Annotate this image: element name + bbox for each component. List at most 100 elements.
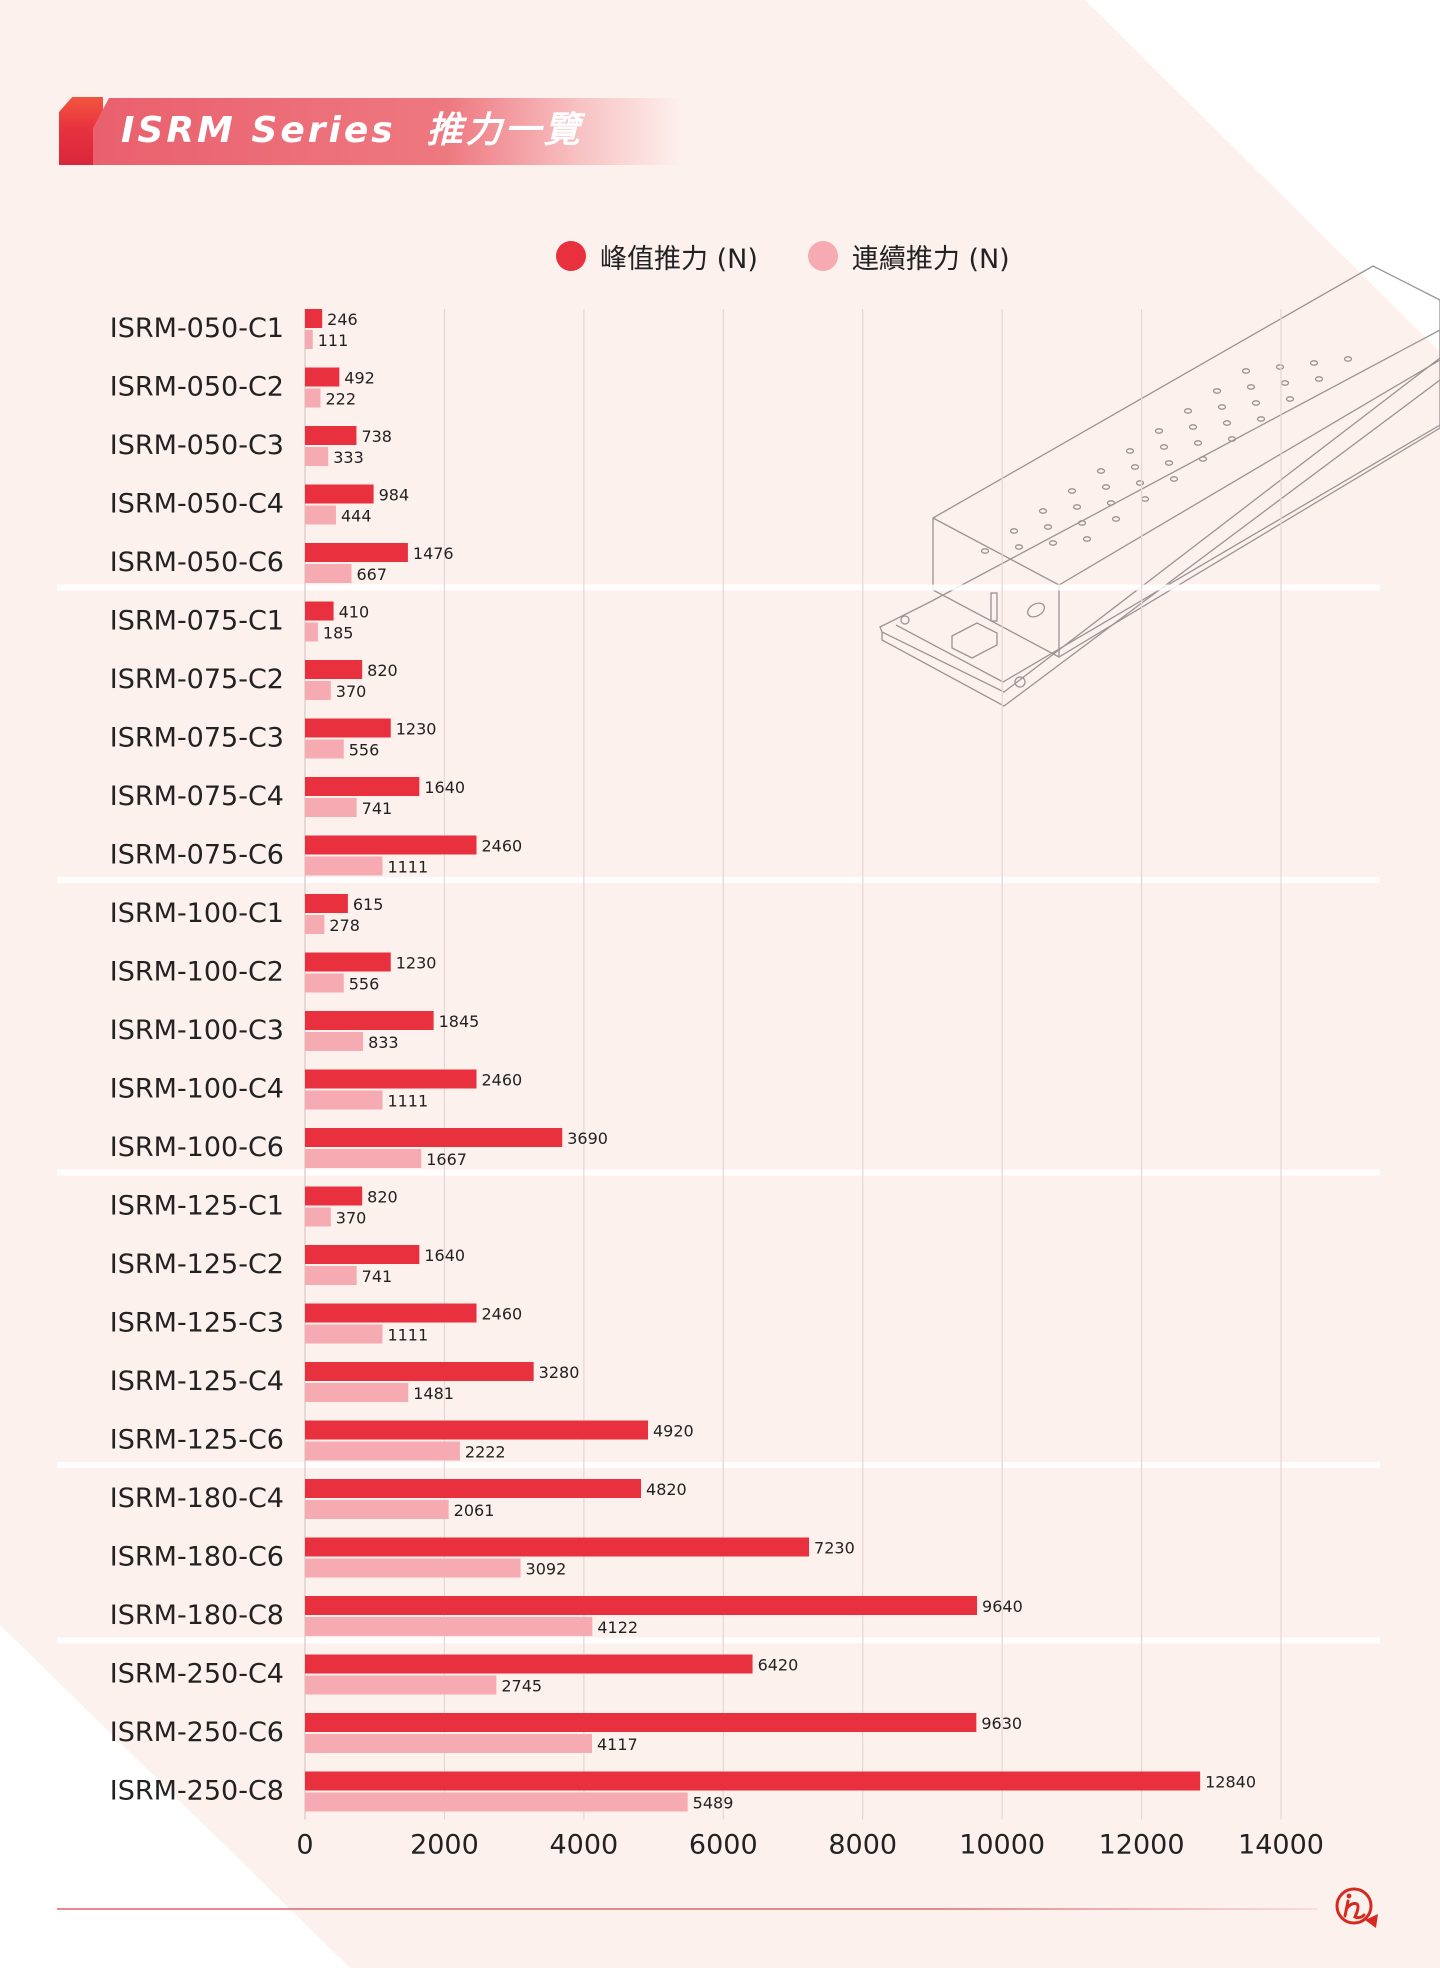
data-label-continuous: 1111 bbox=[387, 1092, 428, 1111]
x-tick-label: 0 bbox=[296, 1830, 313, 1861]
bar-peak bbox=[305, 1654, 753, 1674]
data-label-continuous: 4117 bbox=[597, 1735, 638, 1754]
category-label: ISRM-100-C6 bbox=[110, 1132, 284, 1163]
data-label-peak: 1230 bbox=[396, 720, 437, 739]
mount-hole bbox=[1009, 528, 1019, 534]
data-label-continuous: 2222 bbox=[465, 1443, 506, 1462]
data-label-continuous: 4122 bbox=[597, 1618, 638, 1637]
bar-continuous bbox=[305, 915, 325, 934]
data-label-peak: 738 bbox=[361, 427, 392, 446]
bar-peak bbox=[305, 1245, 420, 1264]
x-axis-ticks: 0 2000 4000 6000 8000 10000 12000 14000 bbox=[296, 1830, 1324, 1861]
category-label: ISRM-100-C4 bbox=[110, 1074, 284, 1105]
data-label-peak: 1640 bbox=[424, 1246, 465, 1265]
mount-hole bbox=[1077, 520, 1087, 526]
data-label-peak: 820 bbox=[367, 1188, 398, 1207]
data-label-continuous: 111 bbox=[318, 331, 349, 350]
chart-legend: 峰值推力 (N) 連續推力 (N) bbox=[556, 236, 1060, 276]
sensor-pin bbox=[990, 592, 998, 622]
data-label-continuous: 667 bbox=[356, 565, 387, 584]
mount-hole bbox=[1280, 380, 1290, 386]
data-label-peak: 1476 bbox=[413, 544, 454, 563]
mount-hole bbox=[1285, 396, 1295, 402]
data-label-continuous: 1667 bbox=[426, 1150, 467, 1169]
data-label-peak: 7230 bbox=[814, 1539, 855, 1558]
legend-label-peak: 峰值推力 (N) bbox=[600, 243, 758, 275]
category-label: ISRM-125-C4 bbox=[110, 1366, 284, 1397]
x-tick-label: 8000 bbox=[828, 1830, 897, 1861]
mount-hole bbox=[1101, 484, 1111, 490]
bar-peak bbox=[305, 1596, 978, 1615]
bar-peak bbox=[305, 1420, 648, 1440]
mount-hole bbox=[1164, 460, 1174, 466]
sensor-bracket bbox=[951, 622, 998, 659]
data-label-peak: 6420 bbox=[758, 1656, 799, 1675]
background-white-triangle-top bbox=[1085, 0, 1440, 352]
data-label-peak: 820 bbox=[367, 661, 398, 680]
category-label: ISRM-100-C1 bbox=[110, 898, 284, 929]
bar-continuous bbox=[305, 330, 313, 349]
mount-hole bbox=[1343, 356, 1353, 362]
bar-continuous bbox=[305, 681, 331, 700]
data-label-continuous: 1111 bbox=[387, 1326, 428, 1345]
data-label-peak: 410 bbox=[339, 603, 370, 622]
bar-continuous bbox=[305, 388, 321, 408]
group-separator bbox=[57, 877, 1380, 883]
group-separators bbox=[57, 584, 1380, 1644]
category-label: ISRM-100-C2 bbox=[110, 957, 284, 988]
bar-continuous bbox=[305, 1500, 449, 1519]
bar-peak bbox=[305, 1303, 477, 1323]
category-label: ISRM-075-C3 bbox=[110, 723, 284, 754]
data-label-peak: 12840 bbox=[1205, 1773, 1256, 1792]
data-label-continuous: 333 bbox=[333, 448, 364, 467]
mount-hole bbox=[980, 548, 990, 554]
bar-continuous bbox=[305, 739, 344, 759]
data-label-peak: 246 bbox=[327, 310, 358, 329]
mount-hole bbox=[1188, 424, 1198, 430]
mount-hole bbox=[1125, 448, 1135, 454]
bar-continuous bbox=[305, 1734, 593, 1753]
bar-continuous bbox=[305, 1383, 409, 1402]
background-white-triangle-bottom bbox=[0, 1625, 350, 1968]
bar-peak bbox=[305, 1713, 977, 1732]
base-plate-outline bbox=[879, 329, 1440, 693]
category-label: ISRM-250-C4 bbox=[110, 1659, 284, 1690]
mount-hole bbox=[1193, 440, 1203, 446]
linear-motor-illustration bbox=[879, 265, 1440, 707]
category-label: ISRM-180-C8 bbox=[110, 1600, 284, 1631]
data-label-peak: 492 bbox=[344, 369, 375, 388]
bar-peak bbox=[305, 367, 340, 387]
data-label-continuous: 370 bbox=[336, 1209, 367, 1228]
bar-continuous bbox=[305, 1792, 688, 1812]
bar-continuous bbox=[305, 1324, 383, 1344]
mount-hole bbox=[1140, 496, 1150, 502]
data-label-peak: 1640 bbox=[424, 778, 465, 797]
data-label-peak: 2460 bbox=[481, 837, 522, 856]
bar-continuous bbox=[305, 564, 352, 583]
mount-hole bbox=[1309, 360, 1319, 366]
bar-peak bbox=[305, 777, 420, 796]
bar-continuous bbox=[305, 1207, 331, 1227]
mount-hole bbox=[1251, 400, 1261, 406]
bar-continuous bbox=[305, 1090, 383, 1110]
data-label-continuous: 2061 bbox=[454, 1501, 495, 1520]
mount-hole bbox=[1275, 364, 1285, 370]
category-label: ISRM-250-C8 bbox=[110, 1776, 284, 1807]
mount-hole bbox=[1256, 416, 1266, 422]
bar-peak bbox=[305, 601, 334, 621]
group-separator bbox=[57, 584, 1380, 591]
bar-continuous bbox=[305, 856, 383, 876]
x-tick-label: 4000 bbox=[549, 1830, 618, 1861]
bar-peak bbox=[305, 718, 391, 738]
bar-continuous bbox=[305, 1032, 364, 1051]
mount-hole bbox=[1048, 540, 1058, 546]
x-tick-label: 10000 bbox=[959, 1830, 1045, 1861]
bar-peak bbox=[305, 484, 374, 504]
category-label: ISRM-050-C4 bbox=[110, 489, 284, 520]
data-label-peak: 984 bbox=[379, 486, 410, 505]
category-label: ISRM-250-C6 bbox=[110, 1717, 284, 1748]
data-label-peak: 4820 bbox=[646, 1480, 687, 1499]
bar-peak bbox=[305, 1128, 563, 1147]
data-label-continuous: 556 bbox=[349, 975, 380, 994]
x-tick-label: 12000 bbox=[1099, 1830, 1185, 1861]
